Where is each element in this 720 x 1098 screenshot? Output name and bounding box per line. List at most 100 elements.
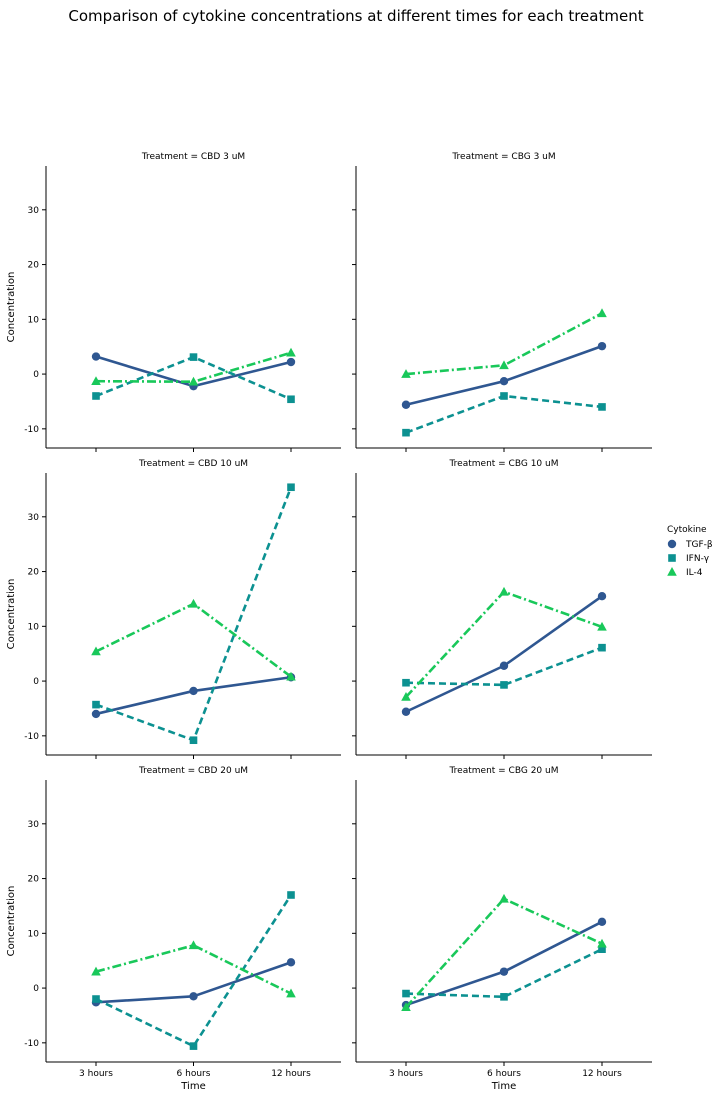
data-point bbox=[597, 917, 607, 927]
y-tick-label: -10 bbox=[24, 425, 39, 435]
data-point bbox=[499, 661, 509, 670]
data-point bbox=[499, 376, 509, 386]
series-triangle bbox=[91, 598, 296, 681]
subplot-title: Treatment = CBD 20 uM bbox=[138, 766, 248, 776]
y-axis-label: Concentration bbox=[6, 272, 17, 343]
y-axis-label: Concentration bbox=[6, 579, 17, 650]
series-square bbox=[402, 643, 606, 689]
subplot-5: Treatment = CBD 20 uM -10 0 10 20 30 3 hours 6 … bbox=[6, 766, 341, 1092]
series-circle bbox=[91, 673, 296, 719]
data-point bbox=[287, 395, 295, 404]
data-point bbox=[286, 958, 296, 967]
series-square bbox=[402, 392, 606, 437]
data-point bbox=[598, 643, 606, 652]
data-point bbox=[91, 376, 101, 385]
subplot-title: Treatment = CBD 10 uM bbox=[138, 459, 248, 469]
series-line bbox=[95, 894, 293, 1048]
y-tick-label: 20 bbox=[28, 568, 40, 578]
data-point bbox=[499, 967, 509, 976]
series-triangle bbox=[91, 347, 296, 386]
series-triangle bbox=[401, 308, 607, 378]
y-tick-label: 0 bbox=[33, 677, 39, 687]
series-triangle bbox=[91, 940, 296, 998]
series-triangle bbox=[401, 893, 607, 1012]
subplot-title: Treatment = CBG 10 uM bbox=[449, 459, 559, 469]
data-point bbox=[92, 700, 100, 709]
series-square bbox=[92, 353, 295, 404]
series-circle bbox=[401, 341, 607, 409]
legend-entry: IL-4 bbox=[686, 568, 703, 578]
y-tick-label: 30 bbox=[28, 513, 40, 523]
data-point bbox=[91, 966, 101, 976]
data-point bbox=[500, 681, 508, 689]
y-tick-label: 20 bbox=[28, 875, 40, 885]
y-tick-label: 0 bbox=[33, 984, 39, 994]
data-point bbox=[499, 893, 509, 903]
data-point bbox=[188, 598, 199, 608]
x-tick-label: 12 hours bbox=[582, 1069, 622, 1079]
data-point bbox=[597, 938, 607, 948]
y-tick-label: 0 bbox=[33, 370, 39, 380]
subplot-1: Treatment = CBD 3 uM -10 0 10 20 30 Concentrat… bbox=[6, 152, 341, 452]
subplot-3: Treatment = CBD 10 uM -10 0 10 20 30 Concentra… bbox=[6, 459, 341, 759]
data-point bbox=[189, 686, 198, 696]
y-tick-label: 10 bbox=[28, 622, 40, 632]
subplot-2: Treatment = CBG 3 uM bbox=[352, 152, 652, 452]
data-point bbox=[189, 1042, 198, 1050]
data-point bbox=[598, 945, 606, 953]
data-point bbox=[401, 1002, 411, 1012]
legend-marker bbox=[667, 539, 677, 549]
series-line bbox=[405, 646, 603, 687]
data-point bbox=[287, 483, 295, 492]
subplot-title: Treatment = CBD 3 uM bbox=[141, 152, 245, 162]
y-tick-label: 10 bbox=[28, 315, 40, 325]
y-axis-label: Concentration bbox=[6, 886, 17, 957]
x-tick-label: 6 hours bbox=[487, 1069, 521, 1079]
subplot-title: Treatment = CBG 20 uM bbox=[449, 766, 559, 776]
data-point bbox=[401, 691, 411, 701]
x-tick-label: 6 hours bbox=[177, 1069, 211, 1079]
figure-title: Comparison of cytokine concentrations at… bbox=[68, 7, 643, 25]
series-line bbox=[405, 897, 603, 1009]
data-point bbox=[189, 992, 198, 1001]
data-point bbox=[402, 428, 410, 437]
data-point bbox=[597, 592, 607, 601]
y-tick-label: 30 bbox=[28, 206, 40, 216]
series-line bbox=[95, 675, 292, 716]
series-square bbox=[92, 891, 295, 1050]
data-point bbox=[92, 995, 100, 1003]
subplot-6: Treatment = CBG 20 uM 3 hours 6 hours 12 ho… bbox=[352, 766, 652, 1092]
y-tick-label: 10 bbox=[28, 929, 40, 939]
subplot-4: Treatment = CBG 10 uM bbox=[352, 459, 652, 759]
series-circle bbox=[401, 592, 607, 716]
y-tick-label: 30 bbox=[28, 820, 40, 830]
legend: Cytokine TGF-β IFN-γ IL-4 bbox=[667, 525, 713, 578]
data-point bbox=[91, 352, 101, 361]
data-point bbox=[188, 940, 199, 950]
y-tick-label: -10 bbox=[24, 1039, 39, 1049]
series-triangle bbox=[401, 586, 607, 701]
data-point bbox=[401, 707, 411, 716]
series-line bbox=[405, 948, 603, 999]
data-point bbox=[499, 586, 509, 596]
legend-title: Cytokine bbox=[667, 525, 707, 535]
x-tick-label: 3 hours bbox=[79, 1069, 113, 1079]
data-point bbox=[402, 678, 410, 687]
data-point bbox=[500, 392, 508, 400]
x-axis-label: Time bbox=[491, 1081, 516, 1092]
series-line bbox=[405, 595, 603, 713]
data-point bbox=[286, 347, 296, 357]
subplot-title: Treatment = CBG 3 uM bbox=[451, 152, 555, 162]
y-tick-label: 20 bbox=[28, 261, 40, 271]
data-point bbox=[286, 357, 296, 367]
panels-area: Treatment = CBD 3 uM -10 0 10 20 30 Concentrat… bbox=[6, 152, 652, 1092]
data-point bbox=[402, 989, 410, 998]
data-point bbox=[286, 988, 296, 998]
series-line bbox=[405, 920, 603, 1007]
data-point bbox=[92, 392, 100, 400]
x-tick-label: 3 hours bbox=[389, 1069, 423, 1079]
data-point bbox=[401, 369, 411, 378]
data-point bbox=[598, 403, 606, 411]
data-point bbox=[91, 646, 101, 656]
